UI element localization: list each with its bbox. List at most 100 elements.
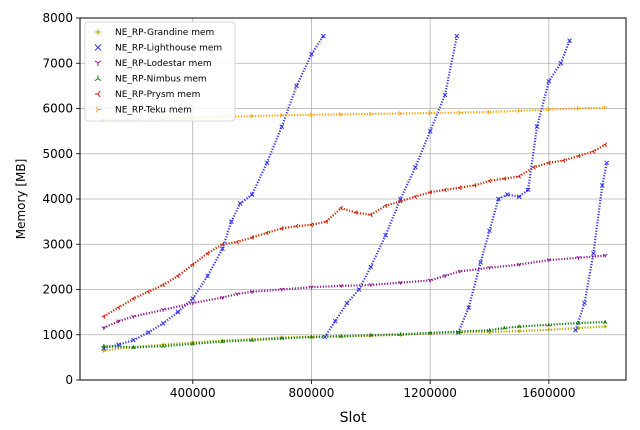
series-ne_rp-lodestar-mem [101,253,608,330]
data-point [101,326,107,330]
data-point [190,301,196,306]
data-point [250,113,255,119]
data-point [547,107,551,112]
data-point [356,287,362,292]
data-point [235,239,240,245]
data-point [160,308,166,312]
data-point [309,335,314,339]
data-point [294,83,299,89]
data-point [205,273,210,279]
data-point [502,325,507,330]
data-point [602,320,608,324]
data-point [220,241,225,247]
legend-marker [95,90,101,98]
y-tick-label: 8000 [42,11,73,25]
legend-entry-label: NE_RP-Lodestar mem [115,59,212,69]
data-point [338,284,344,288]
data-point [496,196,501,202]
data-point [413,194,418,200]
data-point [546,160,551,166]
y-tick-label: 1000 [42,328,73,342]
data-point [442,92,448,98]
data-point [398,198,403,204]
data-point [228,219,234,224]
data-point [602,253,608,258]
series-trace [103,325,606,352]
data-point [487,178,492,184]
data-point [339,112,344,117]
data-point [487,109,492,115]
y-tick-label: 6000 [42,102,73,116]
data-point [146,289,151,295]
data-point [264,160,270,166]
y-tick-label: 0 [65,373,73,387]
data-point [116,342,121,348]
data-point [338,334,344,338]
data-point [516,194,522,200]
data-point [546,78,552,84]
data-point [145,330,151,335]
data-point [576,106,581,111]
data-point [324,219,329,224]
data-point [546,258,552,263]
data-point [249,192,255,197]
data-point [546,327,551,332]
data-point [190,262,195,267]
data-point [383,232,388,238]
data-point [466,305,472,310]
data-point [487,328,492,333]
legend-marker [95,29,101,35]
data-point [427,330,433,335]
legend-entry-label: NE_RP-Nimbus mem [115,75,207,85]
data-point [599,183,605,188]
data-point [368,264,374,270]
data-point [131,345,136,350]
series-trace [103,143,606,318]
data-point [237,201,243,206]
series-ne_rp-grandine-mem [101,324,608,353]
data-point [160,321,166,326]
data-point [516,324,522,329]
legend-marker [95,106,101,113]
data-point [220,246,225,252]
data-point [427,128,433,134]
data-point [344,300,350,306]
data-point [576,153,581,159]
data-point [131,337,136,343]
data-point [516,262,522,267]
data-point [309,285,314,290]
data-point [249,289,255,294]
y-axis-ticks: 0 1000 2000 3000 4000 5000 6000 7000 8000 [42,11,80,387]
data-point [457,185,462,190]
data-point [161,282,165,288]
data-point [427,278,433,283]
data-point [279,226,284,231]
data-point [320,33,326,39]
x-tick-label: 1200000 [403,386,456,400]
y-tick-label: 3000 [42,237,73,251]
data-point [175,309,181,315]
data-point [101,344,107,348]
data-point [517,174,521,179]
data-point [567,38,572,43]
data-point [353,210,358,215]
data-point [294,223,299,229]
x-axis-ticks: 400000 800000 1200000 1600000 [170,380,576,400]
data-point [101,314,106,319]
data-point [472,183,477,188]
data-point [131,296,136,301]
data-point [487,265,492,270]
data-point [576,256,581,260]
data-point [220,295,225,300]
data-point [428,110,433,116]
data-point [398,332,403,337]
series-ne_rp-nimbus-mem [101,320,608,350]
y-axis-label: Memory [MB] [14,159,28,240]
data-point [398,111,403,116]
data-point [309,51,314,57]
legend-entry-label: NE_RP-Grandine mem [115,28,214,38]
data-point [517,329,522,334]
data-point [368,283,374,287]
y-tick-label: 2000 [42,283,73,297]
